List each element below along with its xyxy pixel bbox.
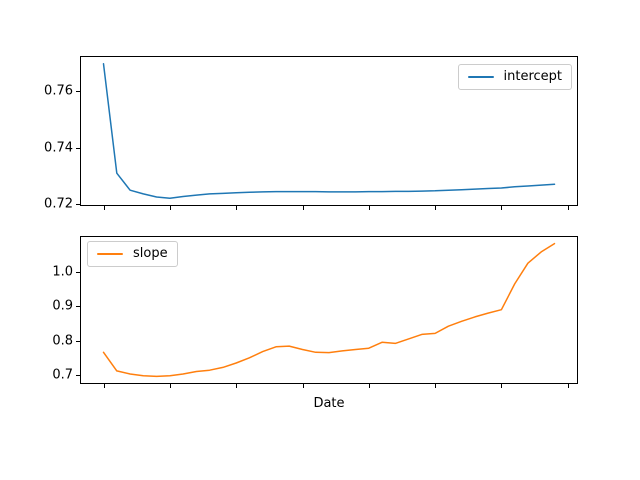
slope-plot: slope 0.7 0.8 0.9 1.0 [52, 236, 578, 388]
intercept-legend-line-sample [467, 76, 494, 79]
y-tick-mark [76, 375, 80, 376]
x-tick-mark [302, 384, 304, 388]
x-tick-mark [236, 206, 238, 210]
y-tick-label: 1.0 [52, 264, 73, 280]
slope-line [102, 242, 556, 378]
x-tick-mark [567, 206, 569, 210]
y-tick-label: 0.7 [52, 367, 73, 383]
slope-legend-label: slope [133, 246, 168, 261]
y-tick-label: 0.9 [52, 298, 73, 314]
y-tick-mark [76, 340, 80, 342]
y-tick-label: 0.74 [44, 140, 73, 156]
intercept-plot: intercept 0.72 0.74 0.76 [44, 56, 578, 211]
x-tick-mark [236, 384, 238, 388]
x-tick-mark [435, 384, 437, 388]
y-tick-mark [76, 147, 80, 149]
slope-legend: slope [87, 241, 178, 268]
x-tick-mark [103, 206, 105, 210]
y-tick-label: 0.76 [44, 83, 73, 99]
y-tick-mark [76, 306, 80, 308]
x-tick-mark [302, 206, 304, 210]
intercept-plot-area [81, 57, 577, 205]
x-tick-mark [501, 206, 503, 210]
intercept-legend: intercept [457, 64, 572, 91]
intercept-line [102, 63, 556, 199]
x-axis-label: Date [313, 396, 345, 411]
y-tick-mark [76, 204, 80, 206]
slope-plot-area [81, 237, 577, 383]
x-tick-mark [368, 384, 370, 388]
y-tick-mark [76, 271, 80, 273]
x-tick-mark [501, 384, 503, 388]
slope-legend-line-sample [97, 253, 123, 256]
x-tick-mark [368, 206, 370, 210]
x-tick-mark [169, 384, 171, 388]
x-tick-mark [103, 384, 105, 388]
x-tick-mark [435, 206, 437, 210]
y-tick-mark [76, 90, 80, 92]
x-tick-mark [169, 206, 171, 210]
y-tick-label: 0.72 [44, 196, 73, 212]
intercept-legend-label: intercept [503, 69, 563, 84]
y-tick-label: 0.8 [52, 333, 73, 349]
x-tick-mark [567, 384, 569, 388]
